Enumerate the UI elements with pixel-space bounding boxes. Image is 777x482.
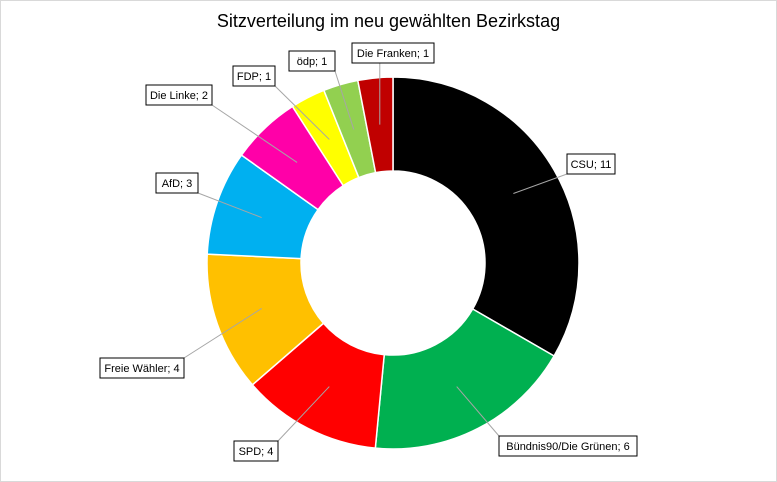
data-label-csu: CSU; 11 — [571, 159, 612, 171]
label-box-afd — [155, 172, 199, 194]
data-label-afd: AfD; 3 — [162, 178, 193, 190]
data-label-die-linke: Die Linke; 2 — [150, 90, 208, 102]
slice-bundnis90-die-grunen — [374, 307, 556, 450]
leader-line-freie-wahler — [183, 308, 262, 359]
leader-line-bundnis90-die-grunen — [456, 386, 500, 437]
leader-line-die-linke — [211, 104, 298, 163]
leader-line-fdp — [274, 85, 330, 140]
leader-line-csu — [513, 173, 568, 194]
label-box-die-franken — [351, 42, 435, 64]
leader-line-afd — [197, 192, 262, 219]
label-box-bundnis90-die-grunen — [498, 435, 638, 457]
data-label-bundnis90-die-grunen: Bündnis90/Die Grünen; 6 — [506, 441, 630, 453]
chart-title: Sitzverteilung im neu gewählten Bezirkst… — [216, 11, 561, 31]
data-label-odp: ödp; 1 — [297, 56, 328, 68]
leader-line-odp — [334, 70, 355, 130]
labels-group: CSU; 11 Bündnis90/Die Grünen; 6 SPD; 4 Frei… — [99, 42, 638, 462]
label-box-spd — [233, 440, 279, 462]
slice-csu — [392, 76, 580, 358]
label-box-freie-wahler — [99, 357, 185, 379]
label-box-die-linke — [145, 84, 213, 106]
data-label-freie-wahler: Freie Wähler; 4 — [104, 363, 179, 375]
slice-die-franken — [356, 76, 394, 174]
label-box-odp — [288, 50, 336, 72]
data-label-spd: SPD; 4 — [239, 446, 274, 458]
slices-group — [206, 76, 580, 450]
data-label-fdp: FDP; 1 — [237, 71, 271, 83]
label-box-fdp — [232, 65, 276, 87]
data-label-die-franken: Die Franken; 1 — [357, 48, 429, 60]
leader-line-spd — [277, 386, 330, 442]
label-box-csu — [566, 153, 616, 175]
